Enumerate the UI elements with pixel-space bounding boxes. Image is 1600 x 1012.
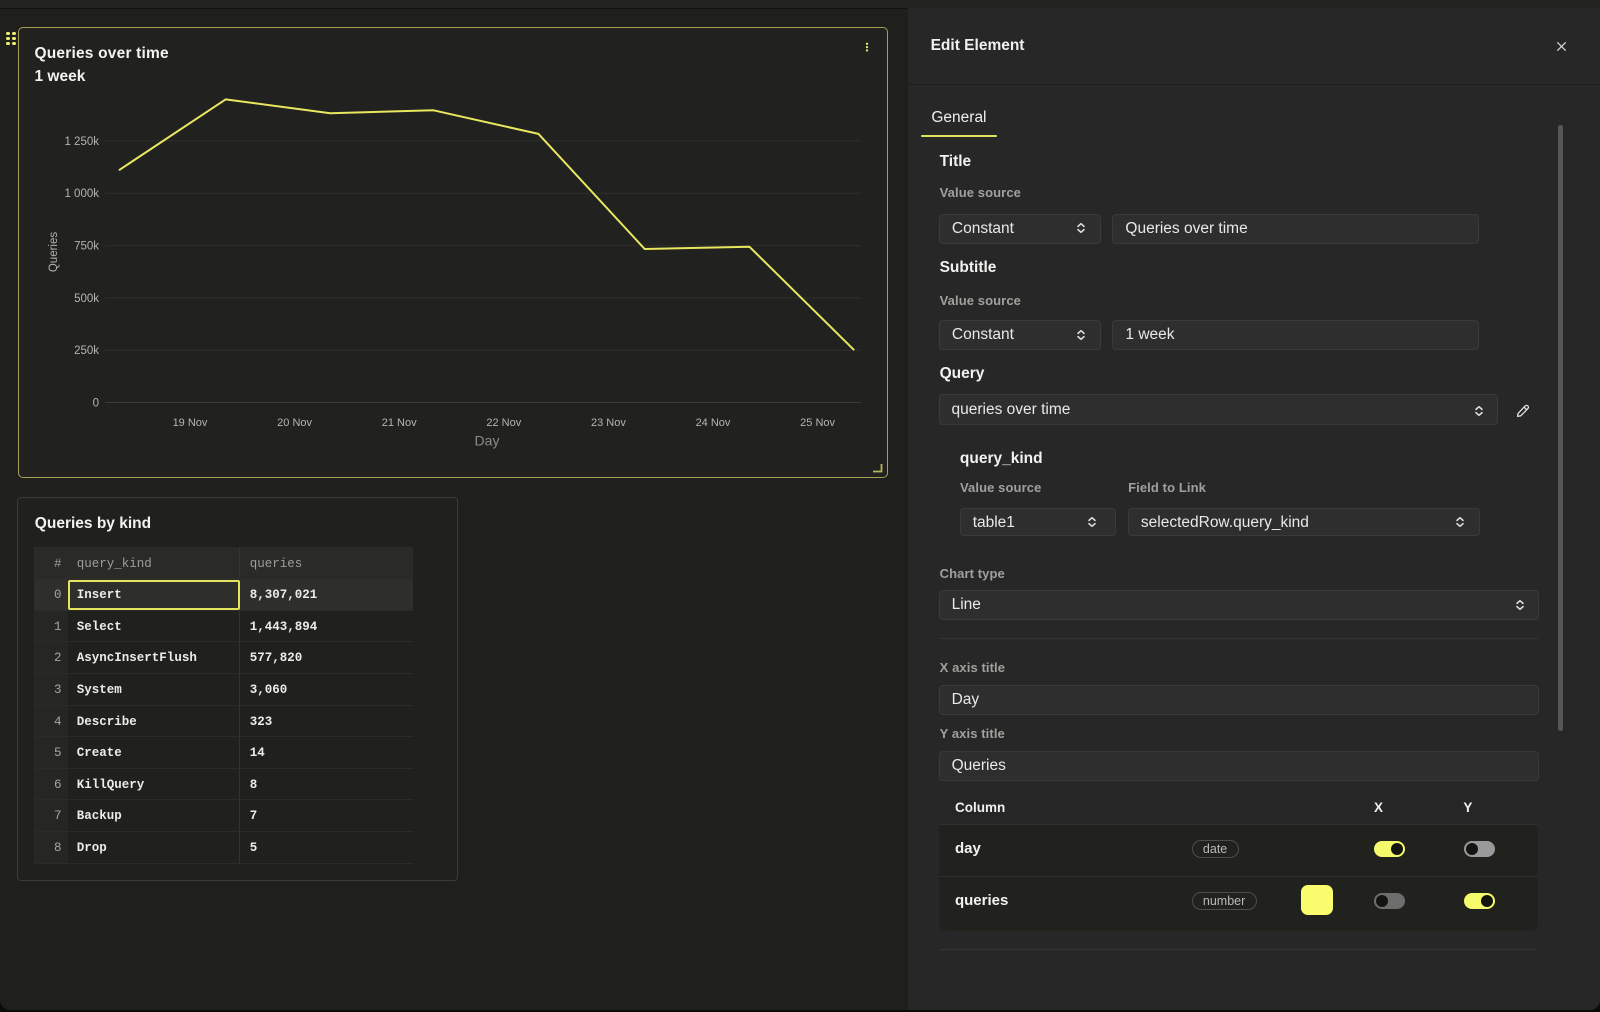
svg-text:22 Nov: 22 Nov [486, 417, 521, 429]
svg-text:19 Nov: 19 Nov [173, 417, 208, 429]
svg-text:20 Nov: 20 Nov [277, 417, 312, 429]
svg-text:750k: 750k [74, 241, 99, 253]
svg-text:1 000k: 1 000k [64, 188, 99, 200]
svg-text:25 Nov: 25 Nov [800, 417, 835, 429]
svg-text:Day: Day [475, 433, 500, 449]
svg-text:1 250k: 1 250k [64, 136, 99, 148]
svg-text:23 Nov: 23 Nov [591, 417, 626, 429]
svg-text:24 Nov: 24 Nov [696, 417, 731, 429]
svg-text:21 Nov: 21 Nov [382, 417, 417, 429]
svg-text:Queries: Queries [48, 232, 60, 273]
svg-text:500k: 500k [74, 293, 99, 305]
svg-text:250k: 250k [74, 345, 99, 357]
svg-text:0: 0 [93, 397, 99, 409]
